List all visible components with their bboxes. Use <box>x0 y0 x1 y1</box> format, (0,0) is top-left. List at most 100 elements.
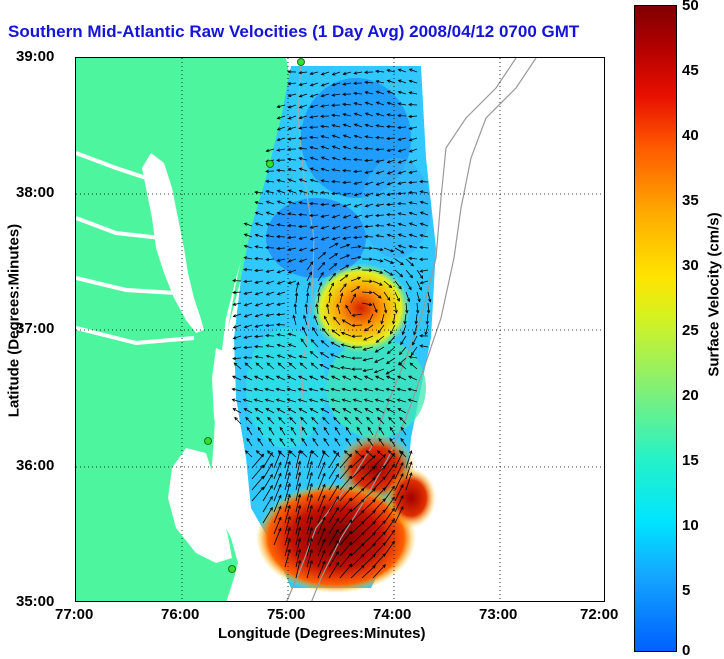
velocity-vector-head <box>353 204 358 208</box>
velocity-vector <box>317 517 326 535</box>
velocity-vector-head <box>335 517 339 522</box>
velocity-vector <box>243 399 253 403</box>
velocity-vector <box>332 71 341 76</box>
velocity-vector-head <box>298 115 303 120</box>
velocity-vector <box>420 234 429 238</box>
velocity-vector-head <box>309 104 314 109</box>
y-tick-label: 35:00 <box>16 593 55 610</box>
velocity-vector-head <box>364 234 368 239</box>
velocity-vector-head <box>293 303 298 307</box>
velocity-vector <box>398 69 407 73</box>
velocity-vector-head <box>382 454 386 458</box>
velocity-vector <box>244 362 253 370</box>
velocity-vector-head <box>333 263 338 267</box>
velocity-vector <box>376 91 385 95</box>
velocity-vector-head <box>364 182 369 186</box>
velocity-vector-head <box>389 426 393 431</box>
velocity-vector <box>416 291 421 302</box>
velocity-vector-head <box>331 93 336 97</box>
velocity-vector-head <box>396 375 401 379</box>
velocity-vector-head <box>322 538 326 543</box>
velocity-vector <box>310 104 319 108</box>
velocity-vector-head <box>243 314 248 318</box>
velocity-vector <box>256 417 264 425</box>
velocity-vector <box>284 461 291 480</box>
velocity-vector-head <box>400 505 404 510</box>
velocity-vector-head <box>374 349 379 353</box>
velocity-vector <box>353 92 363 95</box>
velocity-vector <box>317 528 326 546</box>
bathymetry-contour <box>311 58 537 601</box>
velocity-vector-head <box>298 236 303 240</box>
velocity-vector <box>287 158 297 161</box>
velocity-vector <box>288 408 297 414</box>
velocity-vector <box>276 399 286 403</box>
velocity-vector-head <box>408 355 413 359</box>
velocity-vector-head <box>382 553 386 557</box>
velocity-vector <box>376 80 385 84</box>
velocity-vector <box>255 280 264 284</box>
velocity-vector <box>387 346 396 354</box>
velocity-vector-head <box>386 124 390 129</box>
velocity-vector-head <box>254 324 259 328</box>
velocity-vector <box>244 223 253 227</box>
velocity-vector-head <box>353 225 358 229</box>
velocity-vector <box>321 168 330 172</box>
velocity-vector <box>376 181 385 186</box>
velocity-vector-head <box>385 360 390 365</box>
velocity-vector <box>365 170 374 174</box>
velocity-vector <box>372 542 386 557</box>
velocity-vector <box>277 115 286 119</box>
velocity-vector <box>244 302 253 306</box>
velocity-vector <box>330 365 341 370</box>
velocity-vector-head <box>278 494 282 499</box>
velocity-vector-head <box>408 245 413 249</box>
velocity-vector <box>394 451 404 469</box>
velocity-vector <box>342 103 352 106</box>
velocity-vector-head <box>309 201 313 206</box>
velocity-vector <box>255 234 264 238</box>
velocity-vector-head <box>265 222 270 226</box>
velocity-vector <box>251 453 264 469</box>
velocity-vector-head <box>397 201 401 206</box>
velocity-vector-head <box>353 112 358 116</box>
velocity-vector-head <box>297 375 302 379</box>
velocity-vector <box>284 505 291 524</box>
velocity-vector <box>254 191 264 194</box>
velocity-vector-head <box>375 147 379 152</box>
velocity-vector <box>420 201 429 205</box>
velocity-vector <box>364 324 374 332</box>
velocity-vector <box>309 399 319 403</box>
velocity-vector <box>387 90 396 95</box>
velocity-vector <box>266 302 275 306</box>
velocity-vector <box>383 269 393 276</box>
velocity-vector <box>394 269 403 277</box>
velocity-vector-head <box>309 548 313 553</box>
velocity-vector-head <box>335 495 339 500</box>
velocity-vector-head <box>320 408 325 412</box>
velocity-vector-head <box>276 408 281 412</box>
velocity-vector-head <box>309 178 314 182</box>
velocity-vector <box>288 189 297 194</box>
velocity-vector <box>265 247 275 249</box>
velocity-vector-head <box>266 450 271 454</box>
velocity-vector-head <box>335 561 339 566</box>
velocity-vector-head <box>278 527 282 532</box>
velocity-vector-head <box>330 341 335 345</box>
velocity-vector-head <box>287 70 291 74</box>
velocity-vector-head <box>364 408 369 412</box>
velocity-vector-head <box>372 455 376 459</box>
velocity-vector-head <box>382 531 386 535</box>
velocity-vector <box>331 388 341 392</box>
velocity-vector-head <box>298 201 303 205</box>
velocity-vector-head <box>309 94 314 98</box>
velocity-vector <box>278 417 286 425</box>
velocity-vector-head <box>269 506 273 511</box>
velocity-vector <box>288 258 297 262</box>
velocity-vector <box>287 375 297 381</box>
velocity-vector-head <box>246 426 250 431</box>
velocity-vector-head <box>382 465 386 469</box>
velocity-vector-head <box>244 362 249 367</box>
velocity-vector <box>387 148 396 152</box>
velocity-vector <box>310 146 319 150</box>
